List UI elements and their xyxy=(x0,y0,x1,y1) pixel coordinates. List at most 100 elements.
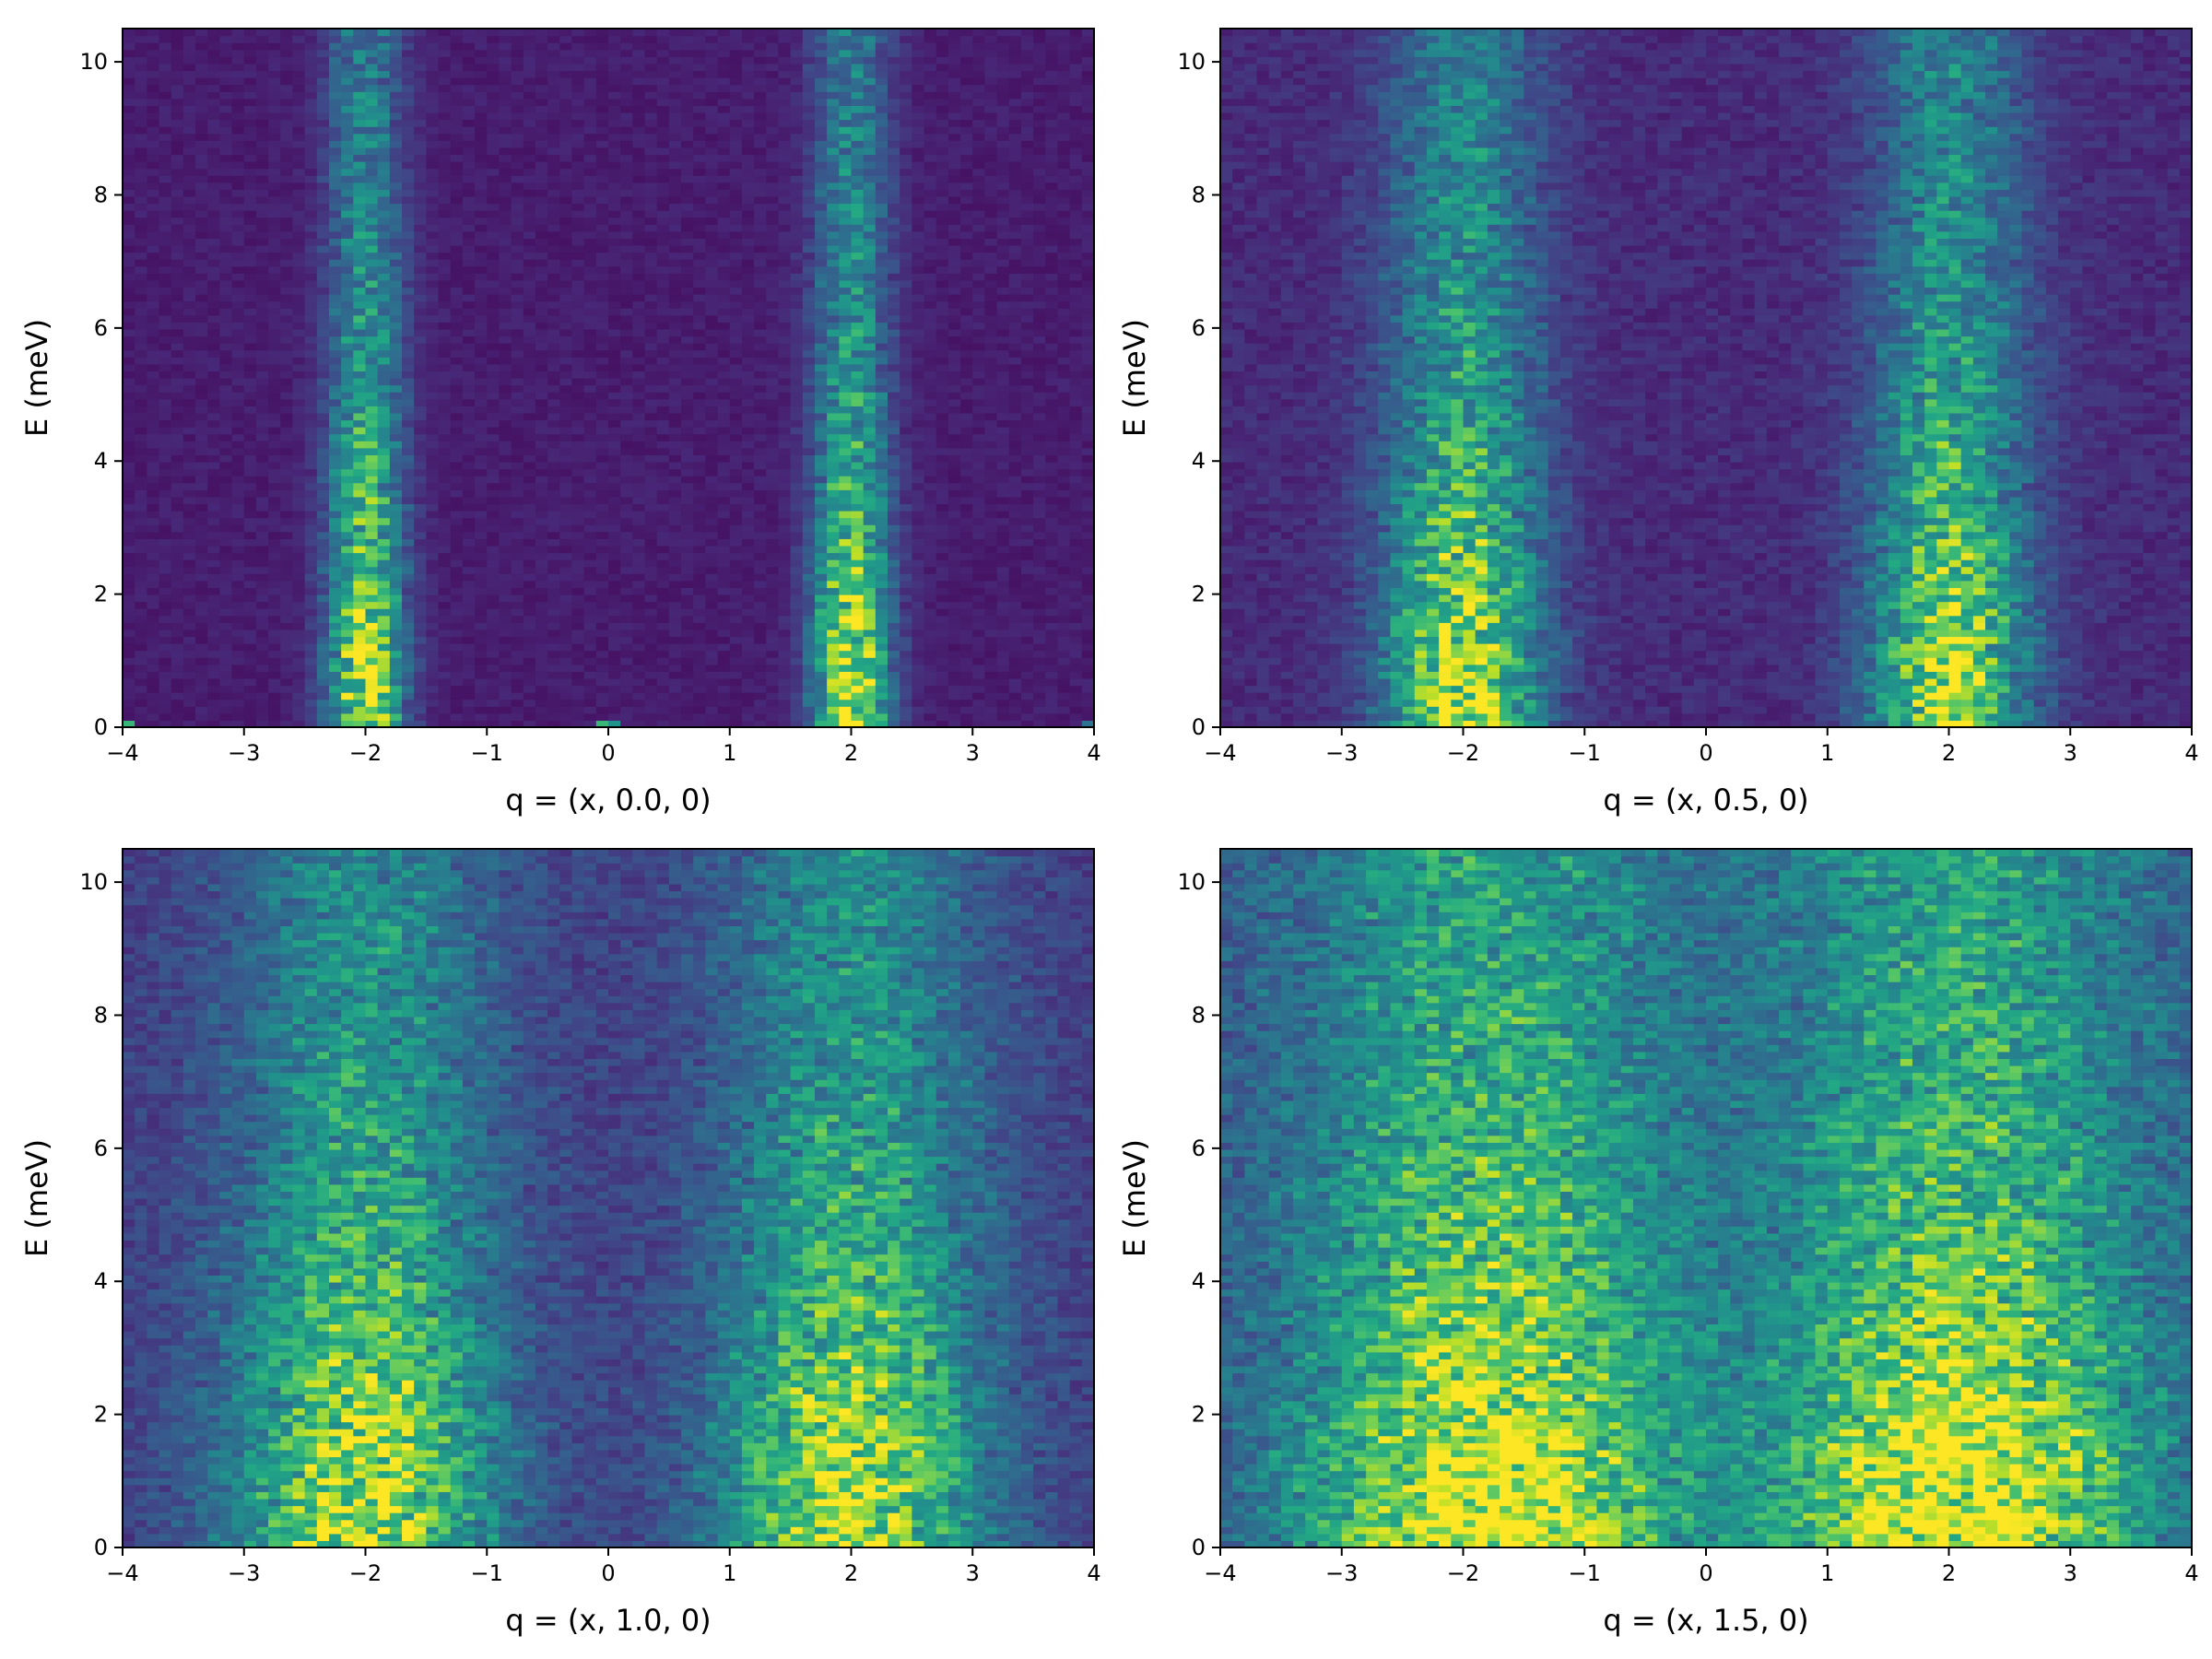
heatmap-cell xyxy=(207,538,220,546)
heatmap-cell xyxy=(135,56,147,64)
heatmap-cell xyxy=(171,336,184,344)
heatmap-cell xyxy=(135,406,147,413)
heatmap-cell xyxy=(207,497,220,504)
heatmap-cell xyxy=(183,622,196,629)
heatmap-cell xyxy=(183,553,196,560)
heatmap-cell xyxy=(123,700,135,707)
heatmap-cell xyxy=(123,448,135,455)
heatmap-cell xyxy=(183,511,196,518)
heatmap-cell xyxy=(171,462,184,469)
heatmap-cell xyxy=(147,378,159,385)
heatmap-cell xyxy=(244,686,257,693)
heatmap-cell xyxy=(244,441,257,448)
heatmap-cell xyxy=(171,385,184,393)
heatmap-cell xyxy=(159,343,172,350)
heatmap-cell xyxy=(207,608,220,616)
heatmap-cell xyxy=(183,50,196,57)
heatmap-cell xyxy=(123,657,135,665)
heatmap-cell xyxy=(135,587,147,594)
heatmap-cell xyxy=(219,253,232,260)
heatmap-cell xyxy=(219,161,232,169)
heatmap-cell xyxy=(219,643,232,651)
heatmap-cell xyxy=(183,77,196,85)
heatmap-cell xyxy=(183,651,196,658)
heatmap-cell xyxy=(135,511,147,518)
heatmap-cell xyxy=(244,427,257,434)
heatmap-cell xyxy=(123,713,135,721)
heatmap-cell xyxy=(135,419,147,427)
heatmap-cell xyxy=(183,385,196,393)
heatmap-cell xyxy=(219,483,232,490)
heatmap-cell xyxy=(159,154,172,161)
heatmap-cell xyxy=(232,616,245,623)
heatmap-cell xyxy=(183,126,196,134)
heatmap-cell xyxy=(195,581,208,588)
heatmap-cell xyxy=(123,608,135,616)
heatmap-cell xyxy=(135,385,147,393)
heatmap-cell xyxy=(135,120,147,127)
heatmap-cell xyxy=(123,419,135,427)
heatmap-cell xyxy=(183,224,196,231)
heatmap-cell xyxy=(244,503,257,511)
heatmap-cell xyxy=(147,483,159,490)
heatmap-cell xyxy=(183,371,196,378)
heatmap-cell xyxy=(171,643,184,651)
heatmap-cell xyxy=(207,511,220,518)
heatmap-cell xyxy=(207,224,220,231)
heatmap-cell xyxy=(183,616,196,623)
heatmap-cell xyxy=(195,427,208,434)
heatmap-cell xyxy=(135,357,147,364)
heatmap-cell xyxy=(159,665,172,672)
heatmap-cell xyxy=(147,622,159,629)
heatmap-cell xyxy=(207,64,220,71)
heatmap-cell xyxy=(171,559,184,567)
heatmap-cell xyxy=(232,343,245,350)
heatmap-cell xyxy=(147,343,159,350)
heatmap-cell xyxy=(171,294,184,301)
heatmap-cell xyxy=(183,665,196,672)
heatmap-cell xyxy=(171,253,184,260)
heatmap-cell xyxy=(159,651,172,658)
heatmap-cell xyxy=(135,692,147,700)
heatmap-cell xyxy=(147,294,159,301)
heatmap-cell xyxy=(171,126,184,134)
heatmap-cell xyxy=(135,189,147,196)
heatmap-cell xyxy=(147,64,159,71)
heatmap-cell xyxy=(232,454,245,462)
heatmap-cell xyxy=(195,189,208,196)
heatmap-cell xyxy=(244,538,257,546)
heatmap-cell xyxy=(195,42,208,50)
heatmap-cell xyxy=(135,700,147,707)
heatmap-cell xyxy=(219,364,232,371)
heatmap-cell xyxy=(123,454,135,462)
heatmap-cell xyxy=(183,218,196,225)
heatmap-cell xyxy=(183,280,196,288)
heatmap-cell xyxy=(244,224,257,231)
heatmap-cell xyxy=(123,581,135,588)
heatmap-cell xyxy=(123,567,135,574)
heatmap-cell xyxy=(219,671,232,678)
heatmap-cell xyxy=(183,259,196,266)
heatmap-cell xyxy=(183,364,196,371)
heatmap-cell xyxy=(232,50,245,57)
heatmap-cell xyxy=(219,70,232,77)
heatmap-cell xyxy=(195,671,208,678)
heatmap-cell xyxy=(232,140,245,147)
heatmap-cell xyxy=(244,273,257,280)
heatmap-cell xyxy=(244,671,257,678)
heatmap-cell xyxy=(147,42,159,50)
heatmap-cell xyxy=(147,245,159,253)
heatmap-cell xyxy=(171,224,184,231)
heatmap-cell xyxy=(207,196,220,204)
heatmap-cell xyxy=(232,120,245,127)
heatmap-cell xyxy=(123,259,135,266)
heatmap-cell xyxy=(219,602,232,609)
heatmap-cell xyxy=(183,686,196,693)
heatmap-cell xyxy=(123,686,135,693)
heatmap-cell xyxy=(183,713,196,721)
heatmap-cell xyxy=(195,518,208,525)
heatmap-cell xyxy=(207,686,220,693)
heatmap-cell xyxy=(159,315,172,323)
heatmap-cell xyxy=(171,629,184,637)
heatmap-cell xyxy=(232,573,245,581)
